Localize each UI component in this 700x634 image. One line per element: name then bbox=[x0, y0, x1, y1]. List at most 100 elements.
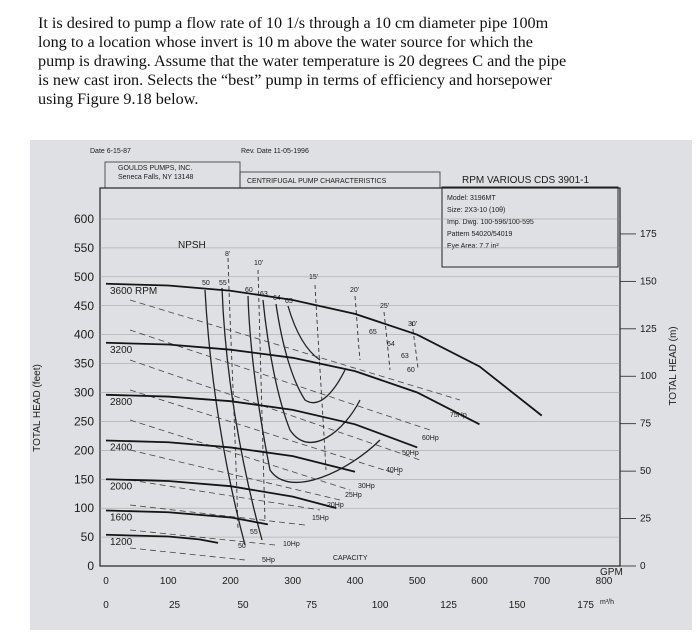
efficiency-label: 64 bbox=[387, 341, 395, 348]
x-tick-label-m3h: 0 bbox=[103, 600, 109, 611]
x-tick-label-gpm: 0 bbox=[103, 576, 109, 587]
eff-contour-50 bbox=[204, 289, 246, 546]
chart-date: Date 6-15-87 bbox=[90, 148, 131, 155]
model-line: Eye Area: 7.7 in² bbox=[447, 243, 499, 250]
x-tick-label-gpm: 100 bbox=[160, 576, 177, 587]
head-curve-2000-rpm bbox=[105, 478, 337, 510]
x-tick-label-m3h: 75 bbox=[306, 600, 318, 611]
x-tick-label-m3h: 100 bbox=[372, 600, 389, 611]
y-tick-label-meters: 0 bbox=[640, 561, 646, 572]
x-axis-label-gpm: GPM bbox=[600, 567, 623, 578]
npsh-value: 25' bbox=[380, 303, 389, 310]
npsh-curve-8 bbox=[227, 257, 239, 531]
chart-grid bbox=[100, 218, 620, 538]
problem-line: long to a location whose invert is 10 m … bbox=[38, 33, 533, 51]
y-tick-label-meters: 75 bbox=[640, 419, 652, 430]
problem-line: pump is drawing. Assume that the water t… bbox=[38, 52, 567, 70]
x-axis-label-m3h: m³/h bbox=[600, 599, 614, 606]
y-tick-label-feet: 250 bbox=[74, 414, 94, 428]
y-tick-label-feet: 0 bbox=[87, 559, 94, 573]
efficiency-label: 50 bbox=[238, 543, 246, 550]
head-curve-1200-rpm bbox=[105, 533, 219, 544]
problem-statement: It is desired to pump a flow rate of 10 … bbox=[38, 14, 658, 109]
y-tick-label-feet: 450 bbox=[74, 299, 94, 313]
rpm-label: 2800 bbox=[110, 397, 133, 408]
efficiency-label: 64 bbox=[273, 295, 281, 302]
hp-line-40 bbox=[129, 389, 401, 476]
npsh-label: NPSH bbox=[178, 240, 206, 251]
chart-maker-line2: Seneca Falls, NY 13148 bbox=[118, 174, 193, 181]
hp-label: 40Hp bbox=[386, 467, 403, 474]
npsh-curves bbox=[227, 257, 419, 531]
hp-label: 5Hp bbox=[262, 557, 275, 564]
x-tick-label-m3h: 50 bbox=[237, 600, 249, 611]
hp-line-20 bbox=[129, 479, 321, 511]
model-line: Model: 3196MT bbox=[447, 195, 496, 202]
model-line: Imp. Dwg. 100-596/100-595 bbox=[447, 219, 534, 226]
efficiency-label: 63 bbox=[401, 353, 409, 360]
chart-rev-date: Rev. Date 11-05-1996 bbox=[241, 148, 309, 155]
problem-line: is new cast iron. Selects the “best” pum… bbox=[38, 71, 552, 89]
y-axis-label-left: TOTAL HEAD (feet) bbox=[32, 364, 43, 452]
x-tick-label-gpm: 400 bbox=[347, 576, 364, 587]
hp-line-60 bbox=[129, 329, 431, 431]
pump-chart-photo bbox=[30, 140, 692, 630]
head-capacity-curves: 3600 RPM 3200 2800 2400 2000 1600 1200 bbox=[105, 282, 543, 548]
rpm-label: 3200 bbox=[110, 345, 133, 356]
eff-contour-65 bbox=[287, 305, 321, 361]
x-tick-label-gpm: 300 bbox=[284, 576, 301, 587]
capacity-label: CAPACITY bbox=[333, 555, 368, 562]
y-tick-label-feet: 50 bbox=[81, 530, 95, 544]
problem-line: using Figure 9.18 below. bbox=[38, 90, 199, 108]
y-tick-labels-feet: 0 50 100 150 200 250 300 350 400 450 500 550 600 bbox=[74, 212, 94, 573]
npsh-value: 10' bbox=[254, 260, 263, 267]
eff-contour-60 bbox=[247, 295, 381, 484]
rpm-label: 3600 RPM bbox=[110, 286, 157, 297]
hp-label: 75Hp bbox=[450, 412, 467, 419]
hp-line-25 bbox=[129, 449, 341, 501]
head-curve-1600-rpm bbox=[105, 509, 269, 526]
npsh-curve-25 bbox=[383, 311, 391, 371]
eff-contour-55 bbox=[221, 287, 263, 541]
npsh-curve-20 bbox=[354, 295, 361, 361]
efficiency-label: 50 bbox=[202, 280, 210, 287]
y-tick-label-feet: 400 bbox=[74, 328, 94, 342]
npsh-value: 15' bbox=[309, 274, 318, 281]
x-tick-labels-gpm: 0 100 200 300 400 500 600 700 800 bbox=[103, 576, 613, 587]
y-tick-label-meters: 25 bbox=[640, 514, 652, 525]
y-tick-label-feet: 100 bbox=[74, 501, 94, 515]
efficiency-label: 55 bbox=[250, 529, 258, 536]
model-line: Size: 2X3-10 (10θ) bbox=[447, 207, 505, 214]
hp-line-50 bbox=[129, 359, 421, 461]
problem-line: It is desired to pump a flow rate of 10 … bbox=[38, 14, 549, 32]
y-tick-label-meters: 175 bbox=[640, 229, 657, 240]
rpm-label: 2000 bbox=[110, 481, 133, 492]
x-tick-label-m3h: 175 bbox=[577, 600, 594, 611]
x-tick-label-gpm: 200 bbox=[222, 576, 239, 587]
y-tick-label-meters: 150 bbox=[640, 276, 657, 287]
y-tick-label-meters: 50 bbox=[640, 466, 652, 477]
rpm-label: 1600 bbox=[110, 512, 133, 523]
x-tick-label-m3h: 125 bbox=[440, 600, 457, 611]
efficiency-label: 55 bbox=[219, 280, 227, 287]
y-tick-label-feet: 300 bbox=[74, 386, 94, 400]
x-tick-label-gpm: 700 bbox=[533, 576, 550, 587]
npsh-curve-15 bbox=[314, 284, 327, 471]
hp-label: 15Hp bbox=[312, 515, 329, 522]
x-tick-labels-m3h: 0 25 50 75 100 125 150 175 bbox=[103, 600, 594, 611]
y-tick-label-feet: 550 bbox=[74, 241, 94, 255]
npsh-curve-30 bbox=[411, 321, 419, 369]
model-line: Pattern 54020/54019 bbox=[447, 231, 512, 238]
head-curve-2400-rpm bbox=[105, 439, 356, 473]
hp-line-75 bbox=[129, 299, 461, 401]
model-info-box bbox=[441, 186, 619, 268]
eff-contour-64 bbox=[275, 303, 346, 404]
y-tick-label-meters: 100 bbox=[640, 371, 657, 382]
head-curve-3200-rpm bbox=[105, 341, 480, 426]
hp-line-30 bbox=[129, 419, 351, 491]
x-tick-label-m3h: 25 bbox=[169, 600, 181, 611]
efficiency-label: 60 bbox=[407, 367, 415, 374]
npsh-value: 30' bbox=[408, 321, 417, 328]
efficiency-label: 63 bbox=[260, 291, 268, 298]
efficiency-label: 60 bbox=[245, 287, 253, 294]
